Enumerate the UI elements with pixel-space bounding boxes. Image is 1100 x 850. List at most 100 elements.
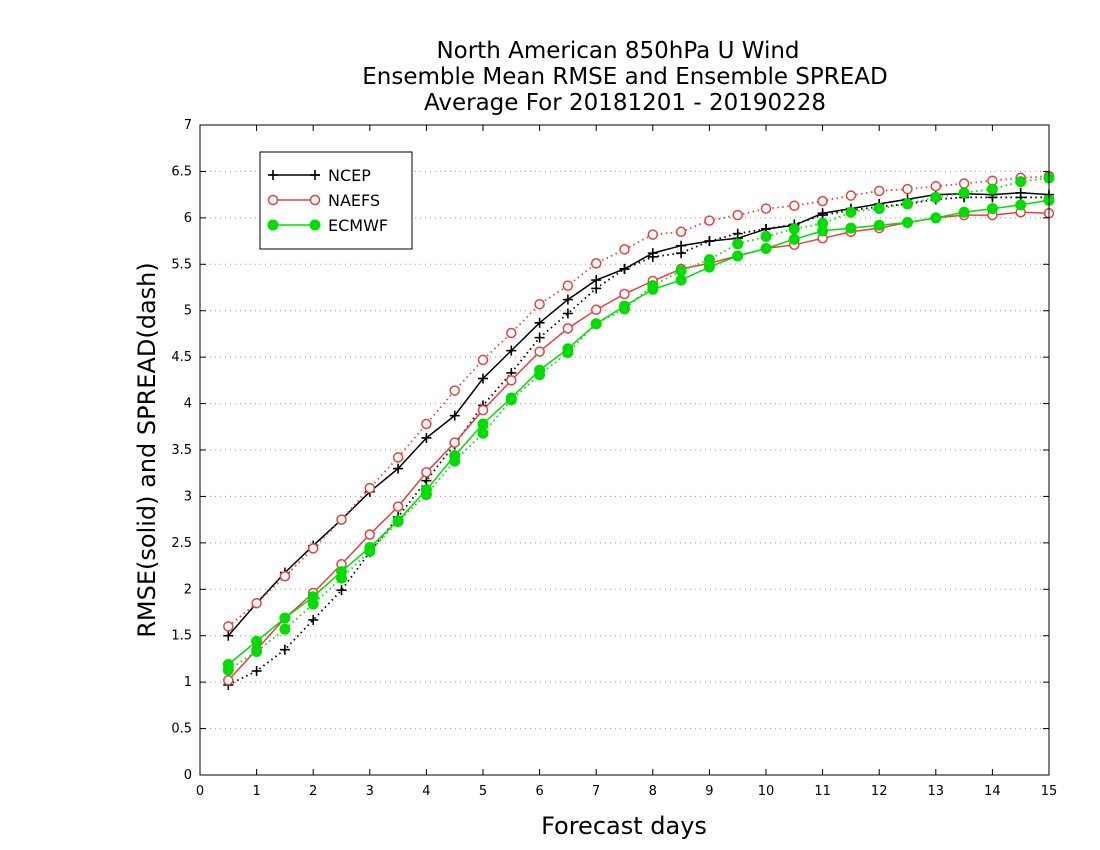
y-tick-label: 2 [184, 582, 192, 597]
ncep-rmse-point [534, 317, 545, 328]
x-tick-label: 10 [758, 784, 775, 799]
x-tick-label: 12 [871, 784, 888, 799]
data-series [222, 170, 1055, 690]
ecmwf-spread-point [958, 187, 970, 199]
ncep-rmse-point [704, 236, 715, 247]
ecmwf-rmse-point [449, 450, 461, 462]
legend-label-ncep: NCEP [328, 166, 371, 185]
naefs-spread-point [562, 280, 574, 291]
x-tick-label: 8 [649, 784, 657, 799]
ecmwf-rmse-point [279, 612, 291, 624]
ncep-spread-point [336, 585, 347, 596]
y-tick-label: 5 [184, 304, 192, 319]
ecmwf-rmse-point [392, 515, 404, 527]
ecmwf-spread-point [986, 183, 998, 195]
ecmwf-spread-point [732, 238, 744, 250]
ecmwf-spread-point [845, 206, 857, 218]
legend-label-naefs: NAEFS [328, 191, 380, 210]
axis-ticks: 00.511.522.533.544.555.566.570 1 2 3 4 5 6 7 8 9 1… [171, 118, 1057, 799]
ncep-rmse-point [1015, 187, 1026, 198]
naefs-spread-point [307, 543, 319, 554]
ncep-rmse-point [562, 294, 573, 305]
ecmwf-rmse-point [845, 222, 857, 234]
x-tick-label: 0 [196, 784, 204, 799]
x-tick-label: 13 [928, 784, 945, 799]
naefs-spread-point [336, 514, 347, 525]
naefs-rmse-point [534, 346, 545, 357]
naefs-rmse-point [619, 288, 630, 300]
ecmwf-rmse-point [958, 206, 970, 218]
ecmwf-rmse-point [534, 364, 546, 376]
ncep-spread-point [534, 332, 545, 343]
ecmwf-spread-point [675, 265, 687, 277]
ncep-rmse-point [449, 410, 460, 421]
x-tick-label: 14 [984, 784, 1001, 799]
naefs-rmse-point [477, 404, 489, 416]
legend-marker-ncep [310, 170, 320, 180]
legend-marker-naefs [267, 194, 279, 206]
y-tick-label: 3.5 [171, 443, 192, 458]
x-tick-label: 3 [366, 784, 374, 799]
y-tick-label: 1.5 [171, 629, 192, 644]
ncep-rmse-point [223, 630, 234, 641]
naefs-spread-point [817, 195, 828, 207]
ncep-rmse-line [227, 192, 1050, 637]
ncep-rmse-point [478, 373, 488, 384]
ncep-rmse-point [647, 248, 658, 259]
ecmwf-rmse-point [930, 212, 942, 224]
ncep-rmse-point [676, 240, 687, 251]
ecmwf-rmse-point [1015, 199, 1027, 211]
y-axis-label: RMSE(solid) and SPREAD(dash) [133, 262, 161, 638]
ncep-rmse-point [393, 463, 404, 474]
naefs-spread-point [421, 418, 432, 430]
ecmwf-rmse-point [873, 219, 885, 231]
ecmwf-rmse-point [619, 300, 630, 312]
naefs-spread-point [506, 327, 517, 339]
ecmwf-rmse-point [307, 591, 319, 603]
ecmwf-rmse-point [420, 484, 432, 496]
ecmwf-rmse-point [364, 542, 376, 553]
ecmwf-rmse-point [477, 418, 489, 430]
x-tick-label: 11 [814, 784, 831, 799]
ecmwf-rmse-line [227, 199, 1050, 666]
naefs-rmse-point [449, 437, 460, 448]
naefs-spread-point [392, 452, 404, 463]
ncep-spread-point [251, 666, 262, 676]
ecmwf-rmse-point [251, 635, 263, 647]
naefs-rmse-point [364, 529, 376, 540]
ecmwf-rmse-point [590, 318, 602, 330]
naefs-spread-point [534, 298, 545, 310]
naefs-spread-point [251, 597, 262, 609]
ecmwf-rmse-point [817, 225, 829, 237]
y-tick-label: 0.5 [171, 722, 192, 737]
ecmwf-rmse-point [986, 203, 998, 215]
x-tick-label: 5 [479, 784, 487, 799]
naefs-rmse-point [223, 675, 234, 686]
ecmwf-spread-point [873, 203, 885, 215]
naefs-spread-point [449, 385, 460, 396]
ncep-rmse-point [506, 345, 517, 356]
x-tick-label: 1 [252, 784, 260, 799]
naefs-spread-point [675, 226, 687, 238]
ecmwf-rmse-point [760, 243, 772, 254]
ecmwf-rmse-point [222, 659, 234, 670]
ecmwf-rmse-point [902, 217, 913, 228]
legend-label-ecmwf: ECMWF [328, 216, 388, 235]
naefs-spread-point [845, 190, 857, 201]
ecmwf-rmse-point [505, 392, 517, 404]
x-tick-label: 15 [1041, 784, 1058, 799]
ncep-spread-line [227, 196, 1049, 686]
y-tick-label: 4.5 [171, 350, 192, 365]
naefs-spread-point [873, 185, 885, 197]
naefs-spread-point [732, 209, 743, 221]
naefs-rmse-point [421, 467, 432, 478]
ecmwf-spread-point [760, 230, 772, 242]
legend-marker-ecmwf [309, 219, 321, 231]
naefs-rmse-point [590, 304, 602, 316]
ecmwf-spread-point [788, 223, 800, 235]
ecmwf-rmse-point [336, 566, 347, 578]
ncep-rmse-point [619, 263, 630, 274]
ecmwf-rmse-point [675, 274, 687, 286]
ecmwf-rmse-point [703, 261, 715, 273]
y-tick-label: 3 [184, 489, 192, 504]
